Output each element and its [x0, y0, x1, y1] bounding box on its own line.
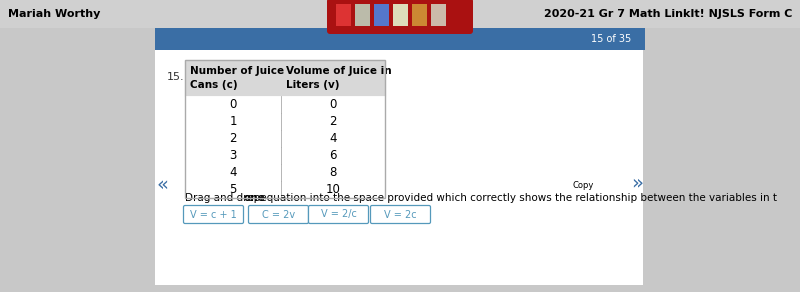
Bar	[155, 28, 645, 50]
Bar	[281, 60, 385, 96]
Bar	[185, 147, 385, 164]
Text: equation into the space provided which correctly shows the relationship between : equation into the space provided which c…	[257, 193, 777, 203]
Bar	[412, 4, 427, 26]
Text: 15 of 35: 15 of 35	[591, 34, 631, 44]
Text: 10: 10	[326, 183, 341, 196]
Bar	[185, 96, 385, 113]
Bar	[355, 4, 370, 26]
Text: 2020-21 Gr 7 Math LinkIt! NJSLS Form C: 2020-21 Gr 7 Math LinkIt! NJSLS Form C	[544, 9, 792, 19]
Bar	[185, 228, 237, 245]
Text: Volume of Juice in: Volume of Juice in	[286, 66, 392, 76]
Text: 3: 3	[230, 149, 237, 162]
Bar	[185, 60, 385, 198]
Text: V = c + 1: V = c + 1	[190, 209, 237, 220]
FancyBboxPatch shape	[309, 206, 369, 223]
Text: 4: 4	[330, 132, 337, 145]
Bar	[582, 30, 640, 47]
Bar	[185, 130, 385, 147]
Text: V = 2c: V = 2c	[384, 209, 417, 220]
Bar	[185, 113, 385, 130]
Text: 4: 4	[230, 166, 237, 179]
Text: »: »	[154, 173, 166, 192]
Text: Number of Juice: Number of Juice	[190, 66, 284, 76]
Bar	[336, 4, 351, 26]
FancyBboxPatch shape	[370, 206, 430, 223]
Text: V = 2/c: V = 2/c	[321, 209, 357, 220]
Text: 1: 1	[230, 115, 237, 128]
Bar	[374, 4, 389, 26]
Bar	[185, 181, 385, 198]
Bar	[185, 60, 281, 96]
Text: Cans (c): Cans (c)	[190, 80, 238, 90]
Bar	[431, 4, 446, 26]
Text: 15.: 15.	[167, 72, 185, 82]
Text: »: »	[631, 173, 643, 192]
Bar	[185, 164, 385, 181]
Bar	[568, 179, 598, 192]
Text: 6: 6	[330, 149, 337, 162]
FancyBboxPatch shape	[183, 206, 243, 223]
FancyBboxPatch shape	[327, 0, 473, 34]
Bar	[393, 4, 408, 26]
Text: 2: 2	[230, 132, 237, 145]
Text: 0: 0	[330, 98, 337, 111]
Text: Drag and drop: Drag and drop	[185, 193, 263, 203]
Text: one: one	[243, 193, 265, 203]
Text: Liters (v): Liters (v)	[286, 80, 339, 90]
Bar	[0, 0, 800, 28]
Text: Mariah Worthy: Mariah Worthy	[8, 9, 100, 19]
Bar	[155, 50, 643, 285]
Text: 0: 0	[230, 98, 237, 111]
Text: 8: 8	[330, 166, 337, 179]
FancyBboxPatch shape	[249, 206, 309, 223]
Text: C = 2v: C = 2v	[262, 209, 295, 220]
Text: 2: 2	[330, 115, 337, 128]
Text: 5: 5	[230, 183, 237, 196]
Text: Copy: Copy	[572, 181, 594, 190]
